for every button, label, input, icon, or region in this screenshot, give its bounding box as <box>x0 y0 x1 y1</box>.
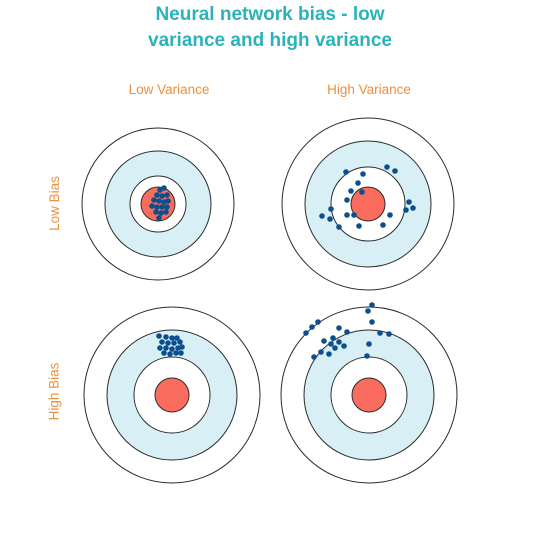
shots-high-bias-high-variance <box>303 302 392 360</box>
shot-dot <box>327 216 333 222</box>
diagram-title: Neural network bias - low variance and h… <box>0 2 540 54</box>
shot-dot <box>154 192 160 198</box>
shot-dot <box>344 329 350 335</box>
shot-dot <box>403 207 409 213</box>
shot-dot <box>406 199 412 205</box>
shot-dot <box>365 308 371 314</box>
shot-dot <box>156 215 162 221</box>
shot-dot <box>369 319 375 325</box>
shot-dot <box>163 209 169 215</box>
shot-dot <box>154 204 160 210</box>
bullseye <box>350 186 386 222</box>
shot-dot <box>355 180 361 186</box>
shot-dot <box>165 340 171 346</box>
shot-dot <box>332 345 338 351</box>
shot-dot <box>336 339 342 345</box>
shot-dot <box>179 344 185 350</box>
shots-low-bias-low-variance <box>149 185 171 221</box>
shot-dot <box>336 224 342 230</box>
shot-dot <box>387 212 393 218</box>
shot-dot <box>336 325 342 331</box>
shot-dot <box>174 335 180 341</box>
shot-dot <box>158 210 164 216</box>
shot-dot <box>321 338 327 344</box>
shots-high-bias-low-variance <box>156 333 185 357</box>
target-high-bias-low-variance <box>83 306 261 484</box>
shot-dot <box>169 346 175 352</box>
title-line-1: Neural network bias - low <box>155 4 385 25</box>
shot-dot <box>311 354 317 360</box>
shot-dot <box>153 209 159 215</box>
shot-dot <box>344 212 350 218</box>
shot-dot <box>377 330 383 336</box>
bullseye <box>154 377 190 413</box>
shot-dot <box>163 334 169 340</box>
shot-dot <box>328 206 334 212</box>
shot-dot <box>309 324 315 330</box>
shot-dot <box>410 205 416 211</box>
shot-dot <box>156 333 162 339</box>
shot-dot <box>164 204 170 210</box>
shot-dot <box>159 339 165 345</box>
shot-dot <box>161 350 167 356</box>
column-label-low-variance: Low Variance <box>128 82 210 97</box>
shot-dot <box>359 189 365 195</box>
target-low-bias-high-variance <box>281 117 455 291</box>
shot-dot <box>330 335 336 341</box>
shot-dot <box>341 343 347 349</box>
shot-dot <box>328 341 334 347</box>
shot-dot <box>159 204 165 210</box>
shot-dot <box>151 197 157 203</box>
shot-dot <box>165 198 171 204</box>
shots-low-bias-high-variance <box>319 164 416 230</box>
shot-dot <box>356 223 362 229</box>
shot-dot <box>369 302 375 308</box>
shot-dot <box>157 345 163 351</box>
shot-dot <box>159 193 165 199</box>
shot-dot <box>360 171 366 177</box>
shot-dot <box>351 212 357 218</box>
shot-dot <box>380 222 386 228</box>
shot-dot <box>177 339 183 345</box>
shot-dot <box>167 351 173 357</box>
shot-dot <box>303 330 309 336</box>
shot-dot <box>163 345 169 351</box>
shot-dot <box>161 185 167 191</box>
shot-dot <box>344 197 350 203</box>
shot-dot <box>348 188 354 194</box>
target-low-bias-low-variance <box>81 127 235 281</box>
shot-dot <box>364 353 370 359</box>
shot-dot <box>315 319 321 325</box>
shot-dot <box>318 349 324 355</box>
shot-dot <box>343 169 349 175</box>
shot-dot <box>392 168 398 174</box>
bullseye <box>351 377 387 413</box>
shot-dot <box>319 213 325 219</box>
shot-dot <box>173 350 179 356</box>
shot-dot <box>384 164 390 170</box>
column-label-high-variance: High Variance <box>327 82 411 97</box>
shot-dot <box>164 192 170 198</box>
shot-dot <box>171 340 177 346</box>
title-line-2: variance and high variance <box>148 30 392 51</box>
shot-dot <box>169 335 175 341</box>
shot-dot <box>326 351 332 357</box>
shot-dot <box>386 331 392 337</box>
shot-dot <box>149 203 155 209</box>
shot-dot <box>366 341 372 347</box>
shot-dot <box>156 198 162 204</box>
shot-dot <box>178 350 184 356</box>
target-high-bias-high-variance <box>280 302 458 484</box>
